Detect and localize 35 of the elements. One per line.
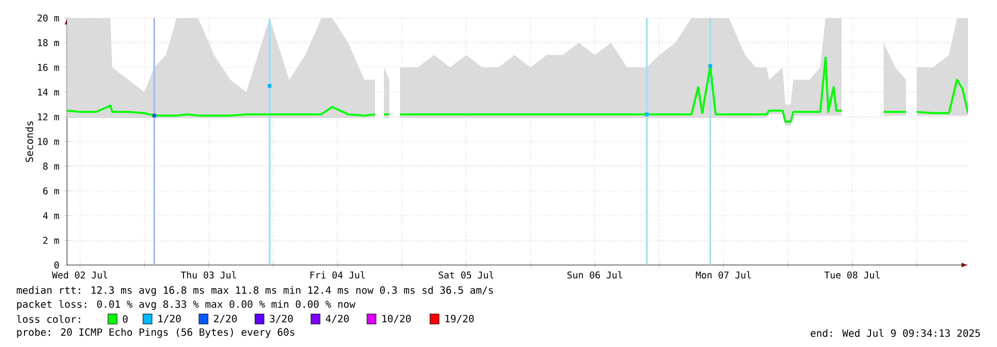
y-tick-label: 6 m xyxy=(43,187,59,194)
legend-label: 19/20 xyxy=(445,314,474,324)
point xyxy=(268,84,272,88)
text: median rtt: 12.3 ms avg 16.8 ms max 11.8 ms min 12.4 ms now 0.3 ms sd 36.5 am/s xyxy=(16,286,493,296)
y-tick-label: 16 m xyxy=(38,64,59,71)
legend-label: 3/20 xyxy=(270,314,293,324)
y-tick-label: 2 m xyxy=(43,236,59,244)
legend-label: 10/20 xyxy=(382,314,411,324)
text: end: Wed Jul 9 09:34:13 2025 xyxy=(810,329,980,337)
y-tick-label: 0 xyxy=(54,261,59,269)
x-tick-label: Sun 06 Jul xyxy=(567,271,622,278)
point xyxy=(644,112,649,116)
y-tick-label: 12 m xyxy=(38,113,59,120)
x-tick-label: Sat 05 Jul xyxy=(438,271,494,278)
legend-title: loss color: xyxy=(17,315,80,323)
y-tick-label: 18 m xyxy=(38,39,59,46)
text: packet loss: 0.01 % avg 8.33 % max 0.00 % min 0.00 % now xyxy=(17,300,356,310)
x-tick-label: Tue 08 Jul xyxy=(824,271,880,278)
point xyxy=(708,64,712,68)
x-tick-label: Fri 04 Jul xyxy=(310,271,365,278)
y-tick-label: 10 m xyxy=(38,138,59,146)
legend-label: 2/20 xyxy=(214,314,237,324)
legend-label: 0 xyxy=(122,315,128,323)
y-tick-label: 8 m xyxy=(43,162,59,170)
point xyxy=(152,114,156,118)
legend-label: 1/20 xyxy=(158,314,181,324)
y-tick-label: 4 m xyxy=(43,212,59,219)
text: probe: 20 ICMP Echo Pings (56 Bytes) every 60s xyxy=(17,328,294,338)
x-tick-label: Mon 07 Jul xyxy=(696,271,751,278)
y-tick-label: 20 m xyxy=(38,14,59,22)
legend-label: 4/20 xyxy=(326,314,349,324)
y-axis-title: Seconds xyxy=(25,121,34,162)
x-tick-label: Thu 03 Jul xyxy=(180,271,236,278)
x-tick-label: Wed 02 Jul xyxy=(52,271,108,278)
y-tick-label: 14 m xyxy=(38,88,59,96)
